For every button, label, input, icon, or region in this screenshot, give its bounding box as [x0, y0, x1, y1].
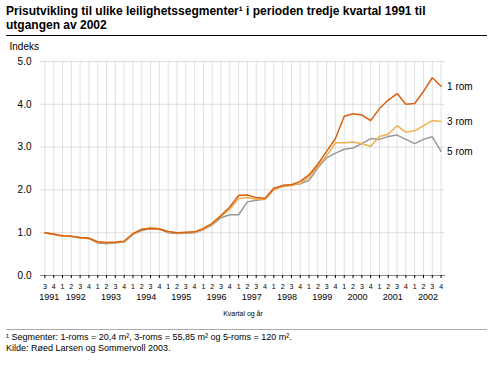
svg-text:5.0: 5.0 — [18, 56, 32, 67]
svg-text:3: 3 — [254, 283, 258, 290]
svg-text:3: 3 — [113, 283, 117, 290]
svg-text:4: 4 — [122, 283, 126, 290]
svg-text:2001: 2001 — [383, 292, 403, 302]
svg-text:3: 3 — [184, 283, 188, 290]
svg-text:2: 2 — [175, 283, 179, 290]
svg-text:Indeks: Indeks — [10, 41, 39, 52]
svg-text:Kvartal og år: Kvartal og år — [223, 310, 263, 318]
svg-text:4: 4 — [193, 283, 197, 290]
svg-text:1.0: 1.0 — [18, 227, 32, 238]
svg-text:1: 1 — [201, 283, 205, 290]
svg-text:1: 1 — [307, 283, 311, 290]
svg-text:4: 4 — [157, 283, 161, 290]
svg-text:4: 4 — [87, 283, 91, 290]
svg-text:1: 1 — [61, 283, 65, 290]
svg-text:4: 4 — [263, 283, 267, 290]
svg-text:4: 4 — [298, 283, 302, 290]
svg-text:3: 3 — [149, 283, 153, 290]
svg-text:1991: 1991 — [39, 292, 59, 302]
svg-text:1: 1 — [378, 283, 382, 290]
svg-text:1997: 1997 — [242, 292, 262, 302]
svg-text:3: 3 — [43, 283, 47, 290]
svg-text:2: 2 — [140, 283, 144, 290]
svg-text:1995: 1995 — [171, 292, 191, 302]
svg-text:1 rom: 1 rom — [447, 81, 473, 92]
svg-text:1: 1 — [413, 283, 417, 290]
svg-text:2: 2 — [281, 283, 285, 290]
svg-text:3 rom: 3 rom — [447, 116, 473, 127]
svg-text:2: 2 — [245, 283, 249, 290]
svg-text:3: 3 — [325, 283, 329, 290]
svg-text:1993: 1993 — [101, 292, 121, 302]
svg-text:4: 4 — [228, 283, 232, 290]
svg-text:4: 4 — [52, 283, 56, 290]
svg-text:3.0: 3.0 — [18, 141, 32, 152]
svg-text:3: 3 — [289, 283, 293, 290]
svg-text:1998: 1998 — [277, 292, 297, 302]
svg-text:2: 2 — [422, 283, 426, 290]
svg-text:1: 1 — [237, 283, 241, 290]
svg-text:1: 1 — [166, 283, 170, 290]
html-text:¹ Segmenter: 1-roms = 20,4 m²,: ¹ Segmenter: 1-roms = 20,4 m², 3-roms = … — [6, 332, 292, 342]
svg-text:1: 1 — [96, 283, 100, 290]
svg-text:1: 1 — [272, 283, 276, 290]
svg-text:3: 3 — [219, 283, 223, 290]
svg-text:0.0: 0.0 — [18, 270, 32, 281]
svg-text:2: 2 — [105, 283, 109, 290]
svg-text:2002: 2002 — [418, 292, 438, 302]
svg-text:2: 2 — [210, 283, 214, 290]
svg-text:3: 3 — [395, 283, 399, 290]
svg-text:4: 4 — [369, 283, 373, 290]
svg-text:1996: 1996 — [207, 292, 227, 302]
svg-text:3: 3 — [360, 283, 364, 290]
svg-text:2.0: 2.0 — [18, 184, 32, 195]
html-text:Prisutvikling til ulike leilig: Prisutvikling til ulike leilighetssegmen… — [6, 4, 426, 32]
svg-text:2000: 2000 — [347, 292, 367, 302]
svg-text:4.0: 4.0 — [18, 99, 32, 110]
svg-text:1999: 1999 — [312, 292, 332, 302]
svg-text:4: 4 — [439, 283, 443, 290]
svg-text:5 rom: 5 rom — [447, 146, 473, 157]
svg-text:1: 1 — [342, 283, 346, 290]
svg-text:2: 2 — [386, 283, 390, 290]
svg-text:2: 2 — [316, 283, 320, 290]
svg-text:1: 1 — [131, 283, 135, 290]
svg-text:2: 2 — [351, 283, 355, 290]
svg-text:1994: 1994 — [136, 292, 156, 302]
svg-text:3: 3 — [78, 283, 82, 290]
html-text:Kilde: Røed Larsen og Sommervo: Kilde: Røed Larsen og Sommervoll 2003. — [6, 343, 171, 353]
svg-text:2: 2 — [69, 283, 73, 290]
svg-text:3: 3 — [430, 283, 434, 290]
svg-text:4: 4 — [333, 283, 337, 290]
svg-text:4: 4 — [404, 283, 408, 290]
svg-text:1992: 1992 — [66, 292, 86, 302]
